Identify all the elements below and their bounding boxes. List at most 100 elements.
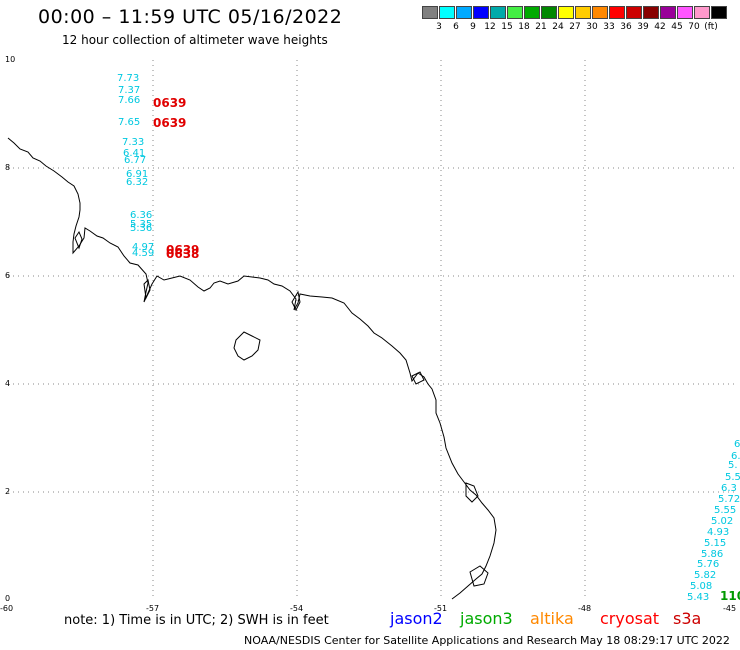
wave-label: 7.66 — [118, 95, 140, 106]
grid-lines — [8, 60, 738, 600]
y-tick-10: 10 — [5, 55, 15, 64]
legend-swatch — [711, 6, 727, 19]
x-axis-labels: -60 -57 -54 -51 -48 -45 — [0, 604, 736, 613]
wave-label: 7.65 — [118, 117, 140, 128]
color-scale-legend — [422, 6, 728, 19]
x-tick-45: -45 — [723, 604, 736, 613]
wave-label: 5.76 — [697, 559, 719, 570]
legend-label: 18 — [518, 22, 530, 32]
generated-timestamp: May 18 08:29:17 UTC 2022 — [580, 634, 730, 647]
x-tick-60: -60 — [0, 604, 13, 613]
x-tick-48: -48 — [578, 604, 591, 613]
footnote: note: 1) Time is in UTC; 2) SWH is in fe… — [64, 613, 329, 628]
wave-label: 4.93 — [707, 527, 729, 538]
legend-swatch — [609, 6, 625, 19]
y-tick-2: 2 — [5, 487, 10, 496]
pass-time-labels: 0639 0639 0639 0638 — [153, 96, 199, 261]
wave-label: 5.08 — [690, 581, 712, 592]
wave-labels-cyan: 7.73 7.37 7.66 7.65 7.33 6.41 6.77 6.91 … — [117, 73, 740, 603]
legend-swatch — [643, 6, 659, 19]
pass-time-label: 0639 — [153, 116, 186, 130]
legend-swatch — [558, 6, 574, 19]
legend-swatch — [575, 6, 591, 19]
legend-label: 70 — [688, 22, 700, 32]
map-title: 00:00 – 11:59 UTC 05/16/2022 — [38, 6, 343, 28]
wave-label: 6.91 — [126, 169, 148, 180]
wave-label: 5.82 — [694, 570, 716, 581]
legend-label: 42 — [654, 22, 666, 32]
wave-label: 6 — [734, 439, 740, 450]
satellite-altika: altika — [530, 609, 574, 628]
satellite-jason3: jason3 — [460, 609, 513, 628]
legend-swatch — [456, 6, 472, 19]
legend-swatch — [677, 6, 693, 19]
wave-label: 7.73 — [117, 73, 139, 84]
wave-label: 6.36 — [130, 210, 152, 221]
wave-label: 4.59 — [132, 248, 154, 259]
pass-time-label: 0638 — [166, 247, 199, 261]
legend-label: 45 — [671, 22, 683, 32]
wave-label: 6. — [731, 451, 740, 462]
y-axis-labels: 10 8 6 4 2 0 — [5, 55, 15, 603]
legend-label: 3 — [436, 22, 442, 32]
legend-label: 9 — [470, 22, 476, 32]
wave-label: 6.77 — [124, 155, 146, 166]
legend-label: 30 — [586, 22, 598, 32]
satellite-jason2: jason2 — [390, 609, 443, 628]
wave-label: 5.36 — [130, 223, 152, 234]
legend-label: 33 — [603, 22, 615, 32]
legend-label: 36 — [620, 22, 632, 32]
wave-label: 4.97 — [132, 242, 154, 253]
wave-label: 5.02 — [711, 516, 733, 527]
wave-label: 5.86 — [701, 549, 723, 560]
legend-label: 21 — [535, 22, 547, 32]
wave-label: 5.35 — [130, 219, 152, 230]
wave-label: 5.43 — [687, 592, 709, 603]
x-tick-54: -54 — [290, 604, 303, 613]
y-tick-0: 0 — [5, 594, 10, 603]
legend-swatch — [422, 6, 438, 19]
legend-label: 24 — [552, 22, 564, 32]
wave-label: 6.41 — [123, 148, 145, 159]
wave-label: 5.5 — [725, 472, 740, 483]
legend-label: 39 — [637, 22, 649, 32]
wave-label: 6.3 — [721, 483, 737, 494]
legend-swatch — [439, 6, 455, 19]
legend-label: 15 — [501, 22, 513, 32]
wave-label: 5.15 — [704, 538, 726, 549]
pass-time-label: 0639 — [153, 96, 186, 110]
satellite-cryosat: cryosat — [600, 609, 660, 628]
legend-label: 12 — [484, 22, 496, 32]
legend-swatch — [507, 6, 523, 19]
wave-label: 5.55 — [714, 505, 736, 516]
legend-swatch — [660, 6, 676, 19]
map-subtitle: 12 hour collection of altimeter wave hei… — [62, 33, 328, 47]
wave-label: 7.33 — [122, 137, 144, 148]
x-tick-51: -51 — [434, 604, 447, 613]
coastline — [7, 137, 497, 600]
legend-swatch — [541, 6, 557, 19]
legend-swatch — [524, 6, 540, 19]
y-tick-6: 6 — [5, 271, 10, 280]
satellite-s3a: s3a — [673, 609, 702, 628]
legend-swatch — [592, 6, 608, 19]
legend-swatch — [473, 6, 489, 19]
legend-swatch — [490, 6, 506, 19]
legend-swatch — [694, 6, 710, 19]
wave-label: 5.72 — [718, 494, 740, 505]
y-tick-8: 8 — [5, 163, 10, 172]
pass-time-label: 0639 — [166, 243, 199, 257]
x-tick-57: -57 — [146, 604, 159, 613]
legend-swatch — [626, 6, 642, 19]
wave-label: 5. — [728, 460, 738, 471]
wave-label-green: 110 — [720, 589, 740, 603]
legend-label: 27 — [569, 22, 581, 32]
y-tick-4: 4 — [5, 379, 10, 388]
wave-label: 7.37 — [118, 85, 140, 96]
wave-label: 6.32 — [126, 177, 148, 188]
legend-label: 6 — [453, 22, 459, 32]
credit-line: NOAA/NESDIS Center for Satellite Applica… — [244, 634, 578, 647]
legend-label: (ft) — [704, 22, 718, 32]
